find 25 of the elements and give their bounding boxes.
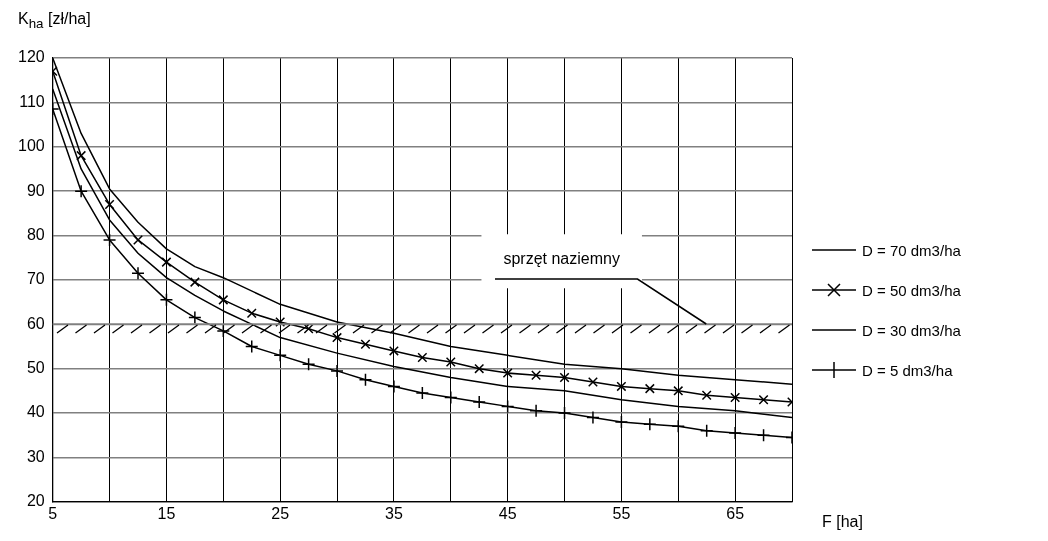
y-tick-label: 70 [26, 270, 45, 288]
legend-label: D = 30 dm3/ha [862, 321, 961, 339]
y-tick-label: 20 [26, 492, 45, 510]
y-tick-label: 110 [19, 92, 45, 110]
x-tick-label: 65 [726, 504, 745, 522]
annotation: sprzęt naziemny [503, 249, 620, 267]
x-axis-title: F [ha] [822, 513, 863, 531]
y-tick-label: 60 [26, 314, 45, 332]
y-axis-title: K$_{ha}$ [zł/ha] [18, 10, 91, 32]
x-tick-label: 5 [48, 504, 58, 522]
y-tick-label: 80 [26, 225, 45, 243]
legend-label: D = 70 dm3/ha [862, 241, 961, 259]
x-tick-label: 45 [498, 504, 517, 522]
y-tick-label: 50 [26, 359, 45, 377]
y-tick-label: 90 [26, 181, 45, 199]
y-tick-label: 100 [17, 137, 45, 155]
y-tick-label: 40 [26, 403, 45, 421]
x-tick-label: 35 [385, 504, 403, 522]
x-tick-label: 25 [271, 504, 290, 522]
legend-label: D = 5 dm3/ha [862, 361, 953, 379]
x-tick-label: 15 [157, 504, 176, 522]
y-tick-label: 30 [26, 447, 45, 465]
legend-label: D = 50 dm3/ha [862, 281, 961, 299]
y-tick-label: 120 [17, 48, 45, 66]
x-tick-label: 55 [612, 504, 631, 522]
